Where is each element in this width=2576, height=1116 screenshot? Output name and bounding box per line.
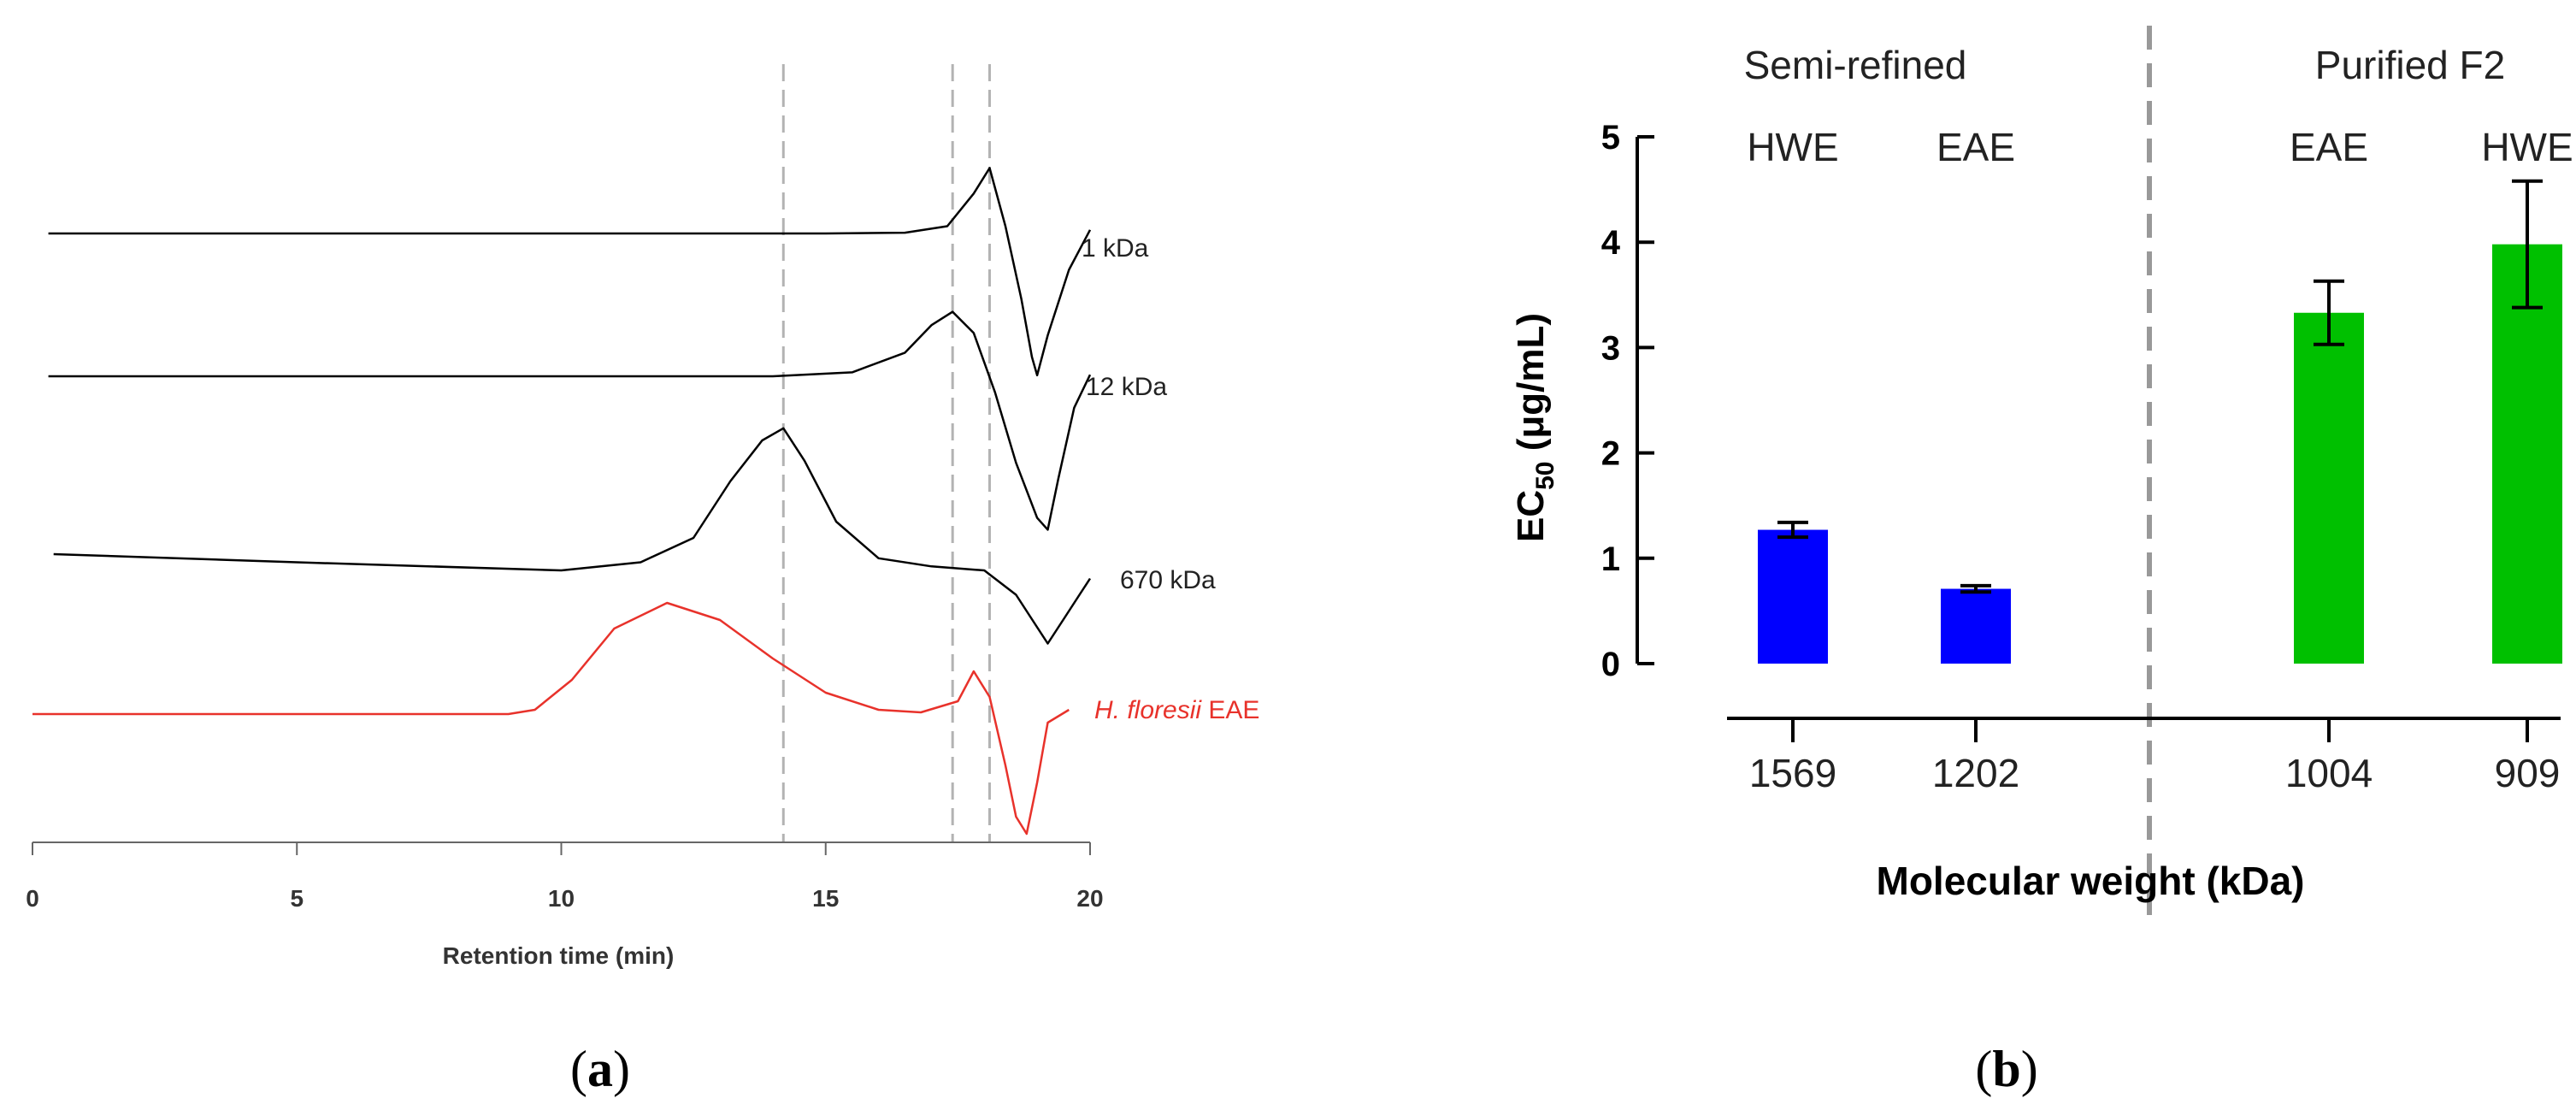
x-axis-ticks: 0 5 10 15 20 [26, 842, 1104, 912]
label-1kda: 1 kDa [1082, 234, 1149, 263]
y-tick-label-3: 3 [1601, 329, 1620, 367]
y-axis-label-b: EC50 (μg/mL) [1510, 313, 1559, 542]
x-axis-label-a: Retention time (min) [443, 942, 675, 969]
y-tick-label-2: 2 [1601, 435, 1620, 473]
trace-h-floresii-eae [32, 601, 1070, 836]
bars [1758, 179, 2562, 664]
trace-670-kda [53, 427, 1092, 645]
y-label-sub: 50 [1531, 462, 1559, 490]
x-tick-label-a-5: 5 [290, 885, 304, 912]
reference-lines [781, 64, 991, 842]
panel-a-letter: a [587, 1041, 613, 1097]
bar-1202 [1941, 588, 2011, 664]
x-axis-ticks-b: 1569 1202 1004 909 [1749, 718, 2561, 795]
panel-b-letter: b [1992, 1041, 2020, 1097]
panel-label-a: (a) [570, 1041, 630, 1097]
x-axis-label-b: Molecular weight (kDa) [1877, 859, 2305, 903]
x-tick-label-a-15: 15 [812, 885, 839, 912]
x-tick-label-a-0: 0 [26, 885, 39, 912]
panel-b-bar-chart: 0 1 2 3 4 5 1569 1202 1004 909 Semi-refined Puri… [1510, 26, 2573, 1097]
panel-a-open: ( [570, 1041, 587, 1097]
y-tick-label-5: 5 [1601, 119, 1620, 156]
y-label-main: EC [1510, 490, 1552, 542]
panel-b-close: ) [2021, 1041, 2038, 1097]
y-tick-label-0: 0 [1601, 646, 1620, 683]
group-label-semi-refined: Semi-refined [1744, 43, 1967, 87]
panel-label-b: (b) [1975, 1041, 2037, 1097]
label-h-floresii: H. floresii EAE [1094, 696, 1259, 724]
y-axis-ticks: 0 1 2 3 4 5 [1601, 119, 1654, 683]
y-label-unit: (μg/mL) [1510, 313, 1552, 462]
label-670kda: 670 kDa [1120, 566, 1216, 594]
x-tick-label-a-20: 20 [1076, 885, 1103, 912]
bar-1004 [2294, 312, 2364, 664]
x-tick-label-a-10: 10 [548, 885, 575, 912]
group-label-purified-f2: Purified F2 [2315, 43, 2505, 87]
bar-label-1: HWE [1747, 125, 1838, 169]
panel-a-chromatogram: 0 5 10 15 20 1 kDa 12 kDa 670 kDa H. floresi… [26, 64, 1259, 1097]
bar-labels: HWE EAE EAE HWE [1747, 125, 2573, 169]
panel-b-open: ( [1975, 1041, 1992, 1097]
traces [32, 167, 1092, 836]
x-tick-label-b-1569: 1569 [1749, 751, 1836, 795]
x-tick-label-b-1202: 1202 [1932, 751, 2019, 795]
trace-1-kda [48, 167, 1092, 377]
bar-label-4: HWE [2481, 125, 2573, 169]
label-h-floresii-rest: EAE [1201, 696, 1259, 724]
y-tick-label-4: 4 [1601, 224, 1621, 262]
trace-12-kda [48, 310, 1092, 531]
bar-label-2: EAE [1936, 125, 2015, 169]
x-tick-label-b-1004: 1004 [2285, 751, 2373, 795]
label-12kda: 12 kDa [1086, 373, 1167, 401]
bar-label-3: EAE [2290, 125, 2368, 169]
x-tick-label-b-909: 909 [2495, 751, 2561, 795]
y-tick-label-1: 1 [1601, 540, 1620, 578]
bar-1569 [1758, 529, 1828, 664]
panel-a-close: ) [613, 1041, 630, 1097]
label-h-floresii-italic: H. floresii [1094, 696, 1202, 724]
bar-909 [2492, 244, 2562, 664]
